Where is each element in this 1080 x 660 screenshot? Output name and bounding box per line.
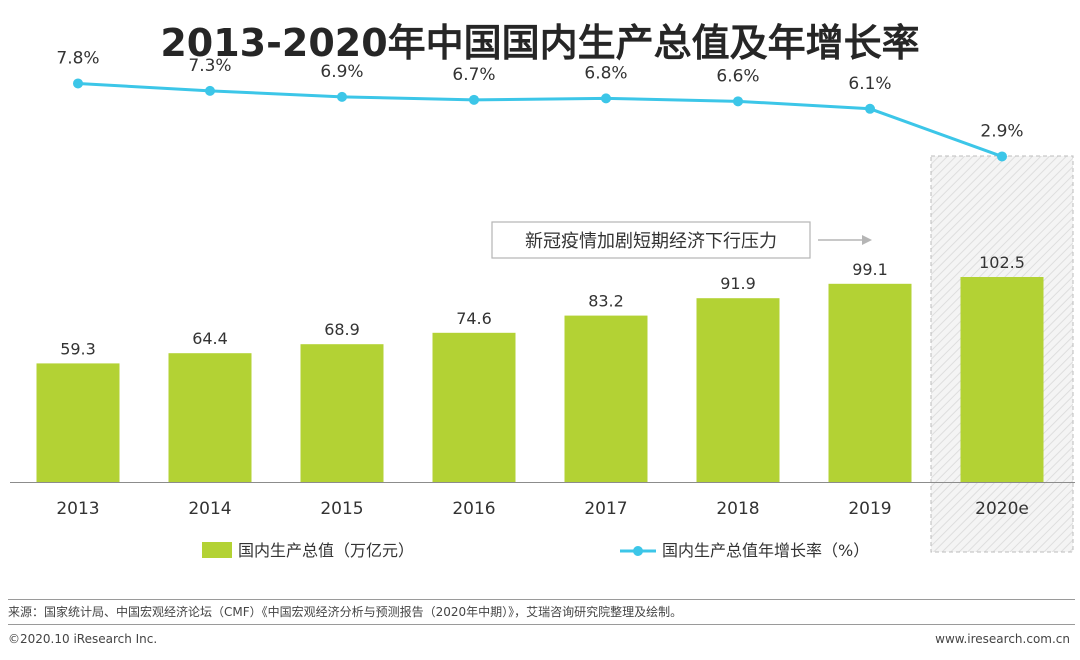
growth-label-2020e: 2.9% <box>980 121 1023 141</box>
bar-label-2013: 59.3 <box>60 339 96 358</box>
footer-divider-top <box>8 599 1075 600</box>
growth-point-2015 <box>337 91 347 102</box>
x-tick-label-2018: 2018 <box>716 499 759 519</box>
x-tick-label-2013: 2013 <box>56 499 99 519</box>
annotation-box <box>491 221 811 259</box>
bar-2018 <box>696 298 780 482</box>
growth-label-2018: 6.6% <box>716 66 759 86</box>
website-link[interactable]: www.iresearch.com.cn <box>935 632 1070 646</box>
annotation-text: 新冠疫情加剧短期经济下行压力 <box>525 231 777 252</box>
x-tick-label-2015: 2015 <box>320 499 363 519</box>
bar-label-2018: 91.9 <box>720 274 756 293</box>
bar-label-2014: 64.4 <box>192 329 228 348</box>
growth-label-2014: 7.3% <box>188 56 231 76</box>
copyright: ©2020.10 iResearch Inc. <box>8 632 158 646</box>
bar-2017 <box>564 315 648 482</box>
bar-label-2015: 68.9 <box>324 320 360 339</box>
growth-point-2013 <box>73 78 83 89</box>
growth-rate-line <box>77 81 1003 158</box>
bar-label-2017: 83.2 <box>588 292 624 311</box>
chart-canvas: 59.3 64.4 68.9 74.6 83.2 91.9 99.1 102.5 2013 20… <box>10 48 1075 560</box>
bar-2015 <box>300 344 384 482</box>
source-note: 来源：国家统计局、中国宏观经济论坛（CMF）《中国宏观经济分析与预测报告（202… <box>8 605 683 619</box>
footer-divider-bottom <box>8 624 1075 625</box>
growth-point-2014 <box>205 85 215 96</box>
legend-swatch-gdp <box>202 542 232 558</box>
bar-label-2016: 74.6 <box>456 309 492 328</box>
growth-label-2013: 7.8% <box>56 48 99 68</box>
growth-label-2019: 6.1% <box>848 74 891 94</box>
bar-2013 <box>36 363 120 482</box>
bar-2016 <box>432 332 516 482</box>
x-tick-label-2017: 2017 <box>584 499 627 519</box>
x-tick-label-2019: 2019 <box>848 499 891 519</box>
growth-point-2016 <box>469 94 479 105</box>
growth-point-2020e <box>997 151 1007 162</box>
legend-label-growth: 国内生产总值年增长率（%） <box>662 541 869 560</box>
legend-label-gdp: 国内生产总值（万亿元） <box>238 541 414 560</box>
growth-label-2017: 6.8% <box>584 63 627 83</box>
annotation-arrow-head <box>862 235 872 245</box>
legend-swatch-growth-dot <box>633 546 643 556</box>
growth-point-2018 <box>733 96 743 107</box>
x-tick-label-2016: 2016 <box>452 499 495 519</box>
x-tick-label-2020e: 2020e <box>975 499 1029 519</box>
bar-label-2020e: 102.5 <box>979 253 1025 272</box>
growth-label-2016: 6.7% <box>452 65 495 85</box>
growth-label-2015: 6.9% <box>320 62 363 82</box>
x-tick-label-2014: 2014 <box>188 499 231 519</box>
bar-2020e <box>960 277 1044 482</box>
growth-point-2019 <box>865 103 875 114</box>
bar-2019 <box>828 283 912 482</box>
chart-title: 2013-2020年中国国内生产总值及年增长率 <box>160 21 920 65</box>
bar-label-2019: 99.1 <box>852 260 888 279</box>
growth-point-2017 <box>601 93 611 104</box>
bar-2014 <box>168 353 252 482</box>
